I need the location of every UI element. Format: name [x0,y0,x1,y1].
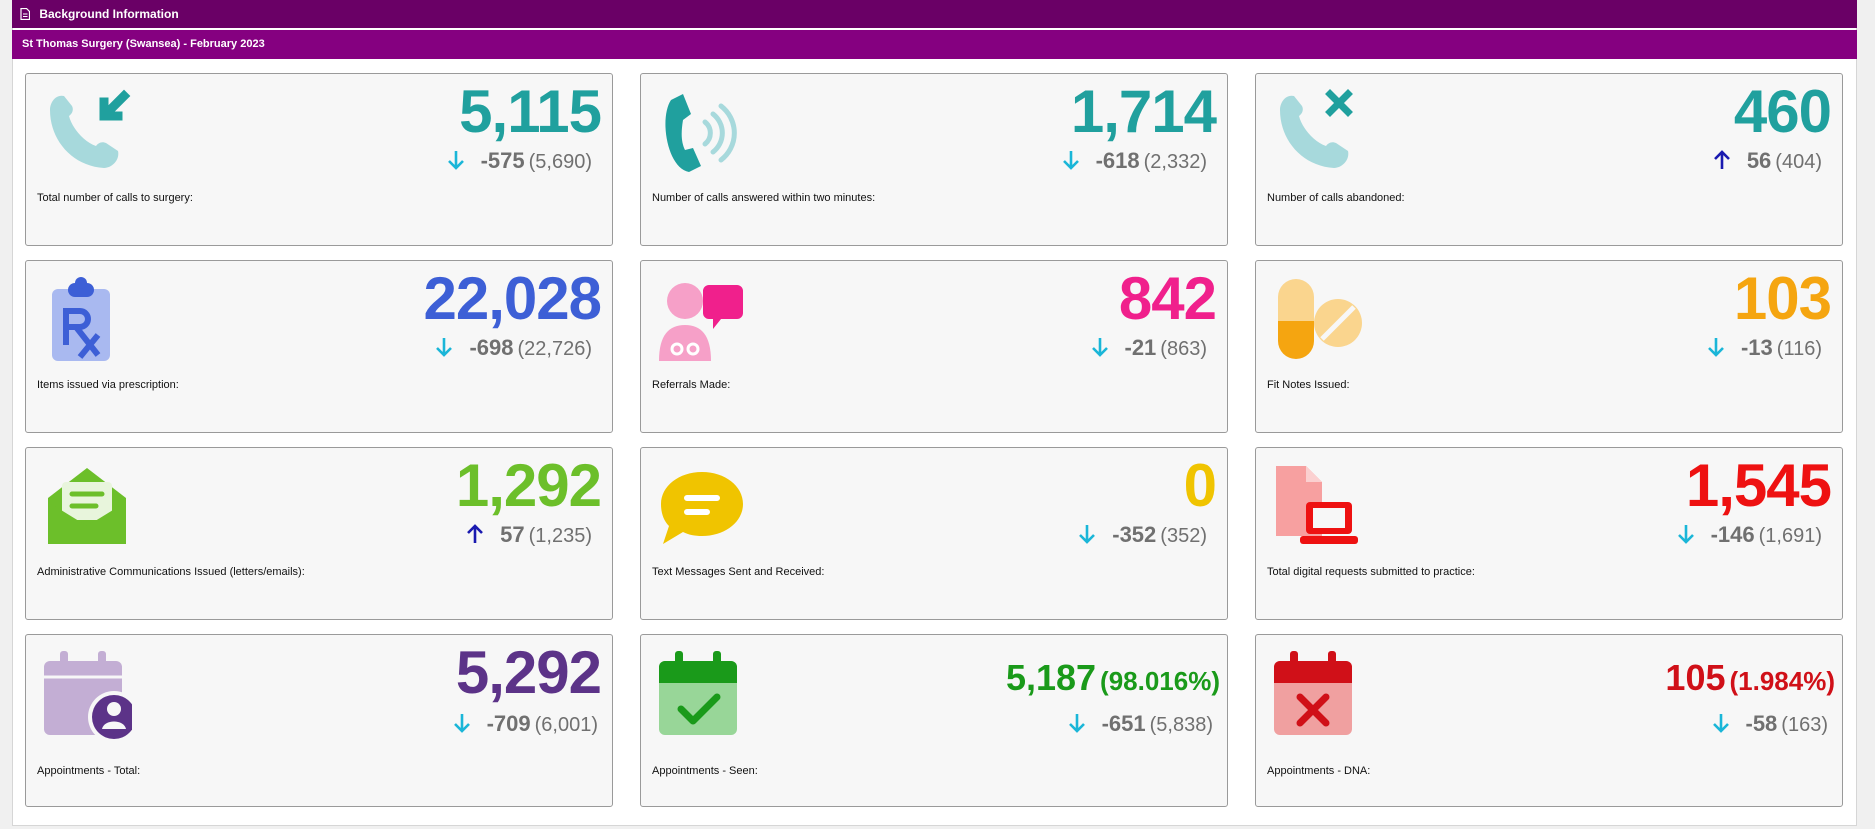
stat-value: 1,292 [455,452,602,519]
stat-card-text-messages: 0 -352 (352) Text Messages Sent and Recei… [640,447,1228,620]
stat-value: 105 (1.984%) [1665,657,1835,698]
stat-value: 5,115 [459,78,602,145]
stat-change: -709 (6,001) [451,711,598,737]
section-title: Background Information [39,7,179,21]
stat-change: -651 (5,838) [1066,711,1213,737]
stat-label: Text Messages Sent and Received: [652,566,825,578]
stat-label: Appointments - Seen: [652,765,758,777]
stat-value: 460 [1733,78,1832,145]
arrow-down-icon [447,151,464,170]
calendar-check-icon [659,651,737,735]
stat-card-calls-abandoned: 460 56 (404) Number of calls abandoned: [1255,73,1843,246]
stat-change: -21 (863) [1089,335,1207,361]
stat-label: Referrals Made: [652,379,731,391]
document-icon [20,7,30,20]
stat-change: 57 (1,235) [464,522,592,548]
stat-label: Number of calls answered within two minu… [652,192,876,204]
arrow-down-icon [1708,338,1724,357]
stat-card-fit-notes: 103 -13 (116) Fit Notes Issued: [1255,260,1843,433]
prescription-icon [52,277,110,361]
missed-call-icon [1280,89,1353,168]
arrow-down-icon [1677,525,1694,544]
stat-value: 5,292 [455,639,602,706]
stat-label: Appointments - DNA: [1267,765,1371,777]
arrow-down-icon [1079,525,1096,544]
practice-period-bar: St Thomas Surgery (Swansea) - February 2… [12,30,1857,59]
stat-change: -618 (2,332) [1060,148,1207,174]
stat-card-appointments-total: 5,292 -709 (6,001) Appointments - Total: [25,634,613,807]
stat-value: 5,187 (98.016%) [1005,657,1220,698]
stat-value: 22,028 [423,265,602,332]
stat-label: Total digital requests submitted to prac… [1267,566,1475,578]
section-header[interactable]: Background Information [12,0,1857,28]
arrow-down-icon [1712,714,1729,733]
stat-card-digital-requests: 1,545 -146 (1,691) Total digital requests… [1255,447,1843,620]
stat-change: -698 (22,726) [433,335,592,361]
practice-period-title: St Thomas Surgery (Swansea) - February 2… [22,38,265,50]
stat-card-prescriptions: 22,028 -698 (22,726) Items issued via pre… [25,260,613,433]
phone-ringing-icon [665,94,737,172]
stat-label: Number of calls abandoned: [1267,192,1405,204]
stat-card-admin-comms: 1,292 57 (1,235) Administrative Communica… [25,447,613,620]
incoming-call-icon [50,89,131,168]
stat-change: -58 (163) [1710,711,1828,737]
stat-change: -352 (352) [1076,522,1207,548]
arrow-down-icon [1091,338,1108,357]
arrow-down-icon [453,714,470,733]
calendar-cross-icon [1274,651,1352,735]
stat-card-appointments-seen: 5,187 (98.016%) -651 (5,838) Appointments … [640,634,1228,807]
arrow-up-icon [467,524,484,543]
stat-card-total-calls: 5,115 -575 (5,690) Total number of calls … [25,73,613,246]
stat-value: 103 [1733,265,1832,332]
stat-change: -575 (5,690) [445,148,592,174]
stat-card-appointments-dna: 105 (1.984%) -58 (163) Appointments - DNA: [1255,634,1843,807]
arrow-down-icon [1062,151,1079,170]
stat-card-calls-answered: 1,714 -618 (2,332) Number of calls answer… [640,73,1228,246]
doctor-chat-icon [659,283,743,361]
arrow-down-icon [1068,714,1085,733]
stat-change: -13 (116) [1705,335,1822,361]
calendar-user-icon [44,651,132,739]
document-laptop-icon [1276,466,1358,544]
stat-value: 1,545 [1685,452,1832,519]
stat-value: 0 [1183,452,1217,519]
stat-label: Appointments - Total: [37,765,141,777]
arrow-down-icon [436,338,453,357]
stat-card-referrals: 842 -21 (863) Referrals Made: [640,260,1228,433]
stat-label: Items issued via prescription: [37,379,179,391]
pills-icon [1278,279,1362,359]
stat-label: Total number of calls to surgery: [37,192,193,204]
stat-label: Fit Notes Issued: [1267,379,1350,391]
speech-bubble-icon [661,472,743,544]
open-envelope-icon [48,468,126,544]
stat-change: -146 (1,691) [1675,522,1822,548]
stat-change: 56 (404) [1711,148,1822,174]
arrow-up-icon [1713,150,1730,169]
stat-value: 842 [1118,265,1217,332]
stat-label: Administrative Communications Issued (le… [37,566,305,578]
stat-value: 1,714 [1070,78,1217,145]
